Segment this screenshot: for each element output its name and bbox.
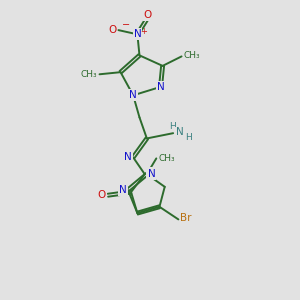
Text: N: N: [119, 185, 127, 195]
Text: O: O: [147, 168, 155, 178]
Text: −: −: [122, 20, 130, 30]
Text: +: +: [140, 27, 147, 36]
Text: O: O: [98, 190, 106, 200]
Text: N: N: [157, 82, 164, 92]
Text: CH₃: CH₃: [81, 70, 98, 79]
Text: N: N: [134, 29, 141, 39]
Text: O: O: [144, 11, 152, 20]
Text: CH₃: CH₃: [158, 154, 175, 163]
Text: H: H: [185, 133, 192, 142]
Text: N: N: [129, 90, 137, 100]
Text: Br: Br: [181, 213, 192, 224]
Text: N: N: [124, 152, 132, 162]
Text: O: O: [108, 25, 116, 35]
Text: H: H: [169, 122, 176, 131]
Text: N: N: [176, 127, 183, 137]
Text: CH₃: CH₃: [184, 51, 200, 60]
Text: N: N: [148, 169, 156, 179]
